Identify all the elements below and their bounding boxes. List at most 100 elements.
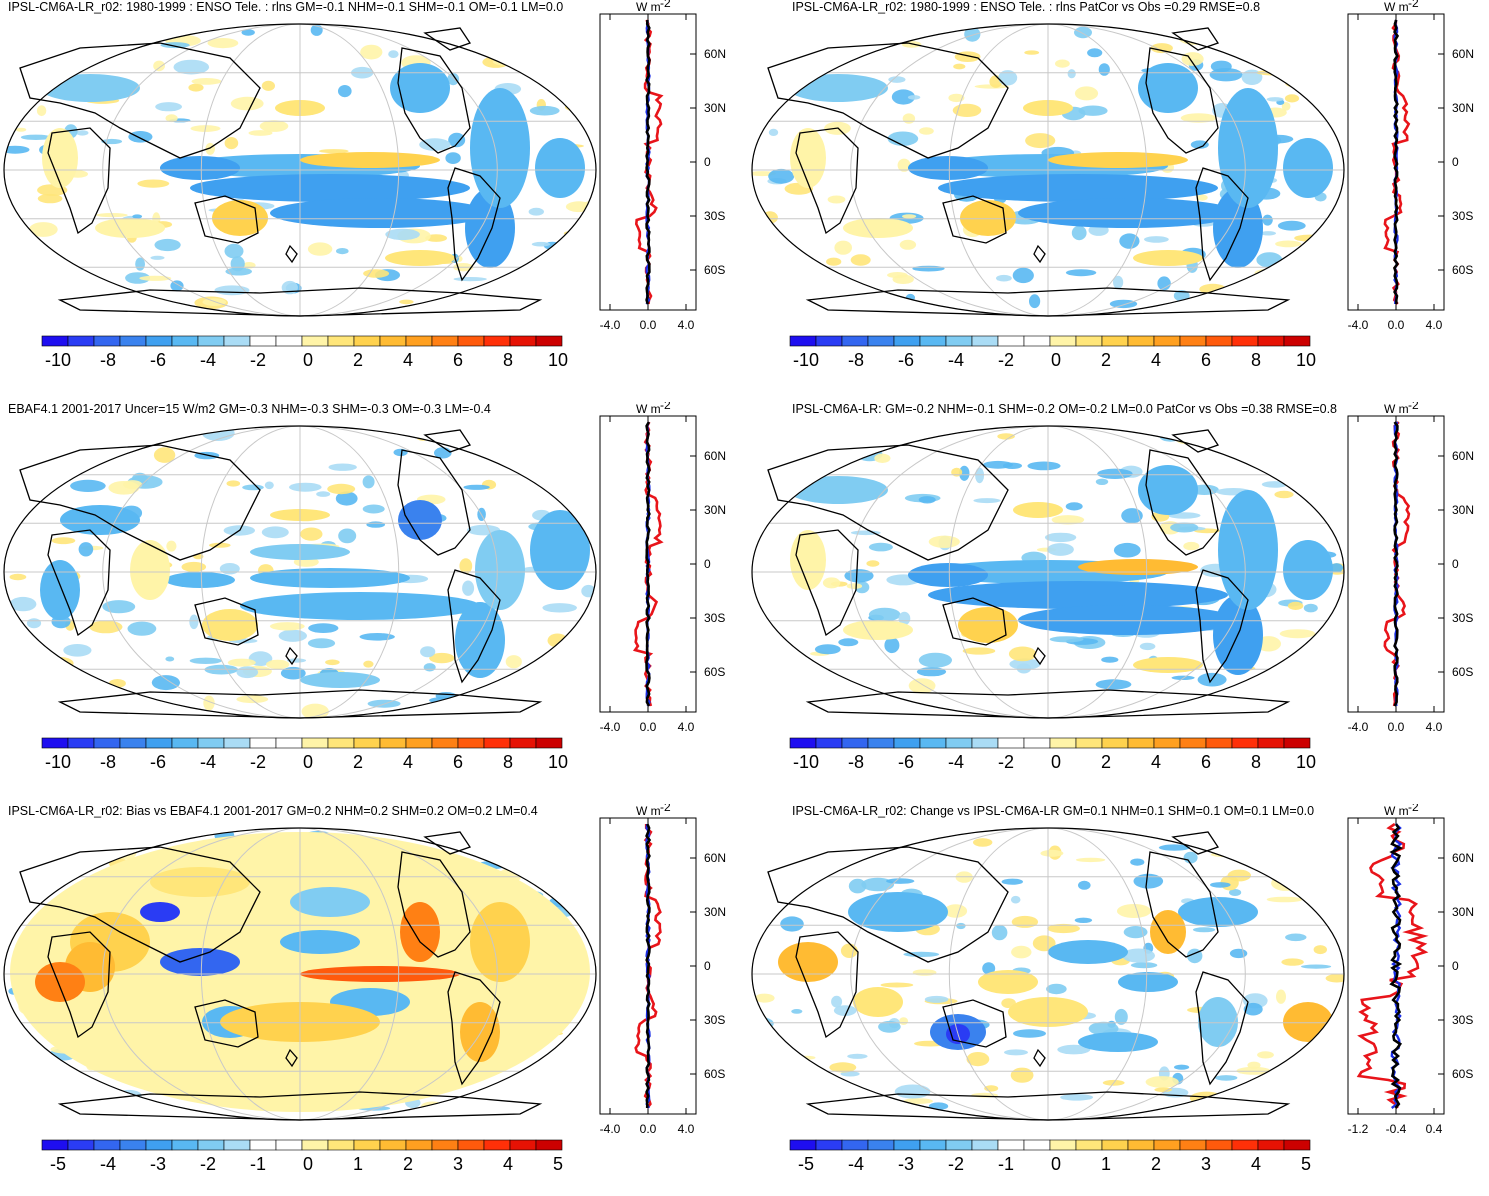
colorbar-swatch bbox=[1283, 335, 1311, 347]
colorbar-swatch bbox=[789, 1139, 817, 1151]
colorbar-tick: 1 bbox=[1101, 1154, 1111, 1174]
profile-lat-label: 30N bbox=[704, 905, 726, 919]
colorbar-swatch bbox=[1101, 737, 1129, 749]
colorbar-swatch bbox=[197, 1139, 225, 1151]
colorbar-swatch bbox=[1101, 1139, 1129, 1151]
colorbar-swatch bbox=[997, 335, 1025, 347]
profile-units: W m bbox=[636, 0, 661, 14]
colorbar-tick: -10 bbox=[793, 752, 819, 772]
colorbar-swatch bbox=[379, 737, 407, 749]
profile-units: W m bbox=[636, 804, 661, 818]
colorbar-tick: -2 bbox=[250, 752, 266, 772]
profile-lat-label: 60N bbox=[1452, 47, 1474, 61]
colorbar-tick: -4 bbox=[948, 752, 964, 772]
colorbar-swatch bbox=[945, 1139, 973, 1151]
colorbar-tick: 2 bbox=[403, 1154, 413, 1174]
colorbar-swatch bbox=[1283, 737, 1311, 749]
colorbar-swatch bbox=[1205, 335, 1233, 347]
colorbar-swatch bbox=[1205, 737, 1233, 749]
colorbar-tick: -4 bbox=[200, 350, 216, 370]
profile-units-exponent: -2 bbox=[1408, 804, 1419, 814]
colorbar-tick: 2 bbox=[353, 752, 363, 772]
colorbar-tick: 4 bbox=[1151, 350, 1161, 370]
profile-lat-label: 30S bbox=[1452, 611, 1473, 625]
colorbar-swatch bbox=[971, 737, 999, 749]
colorbar-swatch bbox=[119, 737, 147, 749]
colorbar-swatch bbox=[275, 737, 303, 749]
colorbar-swatch bbox=[405, 335, 433, 347]
profile-lat-label: 30N bbox=[704, 503, 726, 517]
profile-line-red bbox=[1356, 822, 1429, 1109]
colorbar-swatch bbox=[1101, 335, 1129, 347]
colorbar-tick: -2 bbox=[998, 350, 1014, 370]
panel-model-patcor: IPSL-CM6A-LR_r02: 1980-1999 : ENSO Tele.… bbox=[748, 0, 1489, 392]
colorbar-tick: -10 bbox=[45, 350, 71, 370]
colorbar-swatch bbox=[997, 1139, 1025, 1151]
colorbar-tick: 4 bbox=[1151, 752, 1161, 772]
colorbar-swatch bbox=[275, 335, 303, 347]
colorbar-swatch bbox=[171, 737, 199, 749]
colorbar-tick: -4 bbox=[100, 1154, 116, 1174]
profile-xtick: 4.0 bbox=[1426, 318, 1443, 332]
colorbar-swatch bbox=[509, 1139, 537, 1151]
global-map bbox=[3, 827, 597, 1121]
colorbar-tick: -4 bbox=[948, 350, 964, 370]
colorbar-swatch bbox=[1127, 335, 1155, 347]
colorbar-tick: 3 bbox=[453, 1154, 463, 1174]
colorbar-swatch bbox=[249, 1139, 277, 1151]
colorbar-tick: -6 bbox=[898, 752, 914, 772]
colorbar-swatch bbox=[509, 335, 537, 347]
colorbar-swatch bbox=[67, 737, 95, 749]
colorbar-tick: 2 bbox=[1101, 350, 1111, 370]
global-map bbox=[3, 425, 597, 719]
profile-lat-label: 0 bbox=[1452, 959, 1459, 973]
colorbar: -5 -4 -3 -2 -1 0 1 2 3 4 5 bbox=[789, 1139, 1311, 1174]
colorbar-swatch bbox=[789, 737, 817, 749]
colorbar-swatch bbox=[249, 737, 277, 749]
zonal-mean-profile: W m -2 -4.0 0.0 4.0 60N 30N 0 30S 60S bbox=[599, 402, 726, 734]
colorbar-swatch bbox=[893, 737, 921, 749]
profile-units: W m bbox=[1384, 402, 1409, 416]
profile-xtick: 0.0 bbox=[1388, 720, 1405, 734]
colorbar-swatch bbox=[1049, 335, 1077, 347]
colorbar: -10 -8 -6 -4 -2 0 2 4 6 8 10 bbox=[789, 737, 1316, 772]
global-map bbox=[751, 827, 1345, 1121]
profile-xtick: 4.0 bbox=[678, 1122, 695, 1136]
colorbar-swatch bbox=[1231, 1139, 1259, 1151]
profile-xtick: 4.0 bbox=[678, 318, 695, 332]
panel-bias: IPSL-CM6A-LR_r02: Bias vs EBAF4.1 2001-2… bbox=[0, 804, 744, 1196]
colorbar-swatch bbox=[327, 335, 355, 347]
colorbar-swatch bbox=[1179, 335, 1207, 347]
colorbar-tick: -6 bbox=[150, 752, 166, 772]
colorbar-swatch bbox=[431, 335, 459, 347]
colorbar-swatch bbox=[971, 335, 999, 347]
colorbar-tick: -2 bbox=[948, 1154, 964, 1174]
profile-lat-label: 30N bbox=[704, 101, 726, 115]
global-map bbox=[3, 23, 597, 317]
colorbar-swatch bbox=[67, 335, 95, 347]
colorbar-swatch bbox=[535, 1139, 563, 1151]
panel-reference-model: IPSL-CM6A-LR: GM=-0.2 NHM=-0.1 SHM=-0.2 … bbox=[748, 402, 1489, 794]
colorbar-swatch bbox=[535, 335, 563, 347]
colorbar-tick: 4 bbox=[403, 752, 413, 772]
profile-xtick: -4.0 bbox=[600, 720, 621, 734]
profile-lat-label: 30N bbox=[1452, 503, 1474, 517]
colorbar-swatch bbox=[197, 335, 225, 347]
colorbar-tick: 2 bbox=[1101, 752, 1111, 772]
colorbar-swatch bbox=[327, 1139, 355, 1151]
profile-xtick: -1.2 bbox=[1348, 1122, 1369, 1136]
colorbar-swatch bbox=[93, 1139, 121, 1151]
colorbar-swatch bbox=[249, 335, 277, 347]
colorbar-tick: 0 bbox=[1051, 350, 1061, 370]
colorbar-swatch bbox=[301, 737, 329, 749]
zonal-mean-profile: W m -2 -4.0 0.0 4.0 60N 30N 0 30S 60S bbox=[1347, 0, 1474, 332]
profile-lat-label: 0 bbox=[704, 155, 711, 169]
colorbar-tick: -5 bbox=[50, 1154, 66, 1174]
colorbar-tick: -5 bbox=[798, 1154, 814, 1174]
colorbar-swatch bbox=[301, 335, 329, 347]
profile-lat-label: 60N bbox=[1452, 449, 1474, 463]
profile-xtick: 0.0 bbox=[640, 1122, 657, 1136]
profile-lat-label: 60N bbox=[704, 47, 726, 61]
colorbar-swatch bbox=[119, 335, 147, 347]
profile-lat-label: 60S bbox=[704, 665, 725, 679]
